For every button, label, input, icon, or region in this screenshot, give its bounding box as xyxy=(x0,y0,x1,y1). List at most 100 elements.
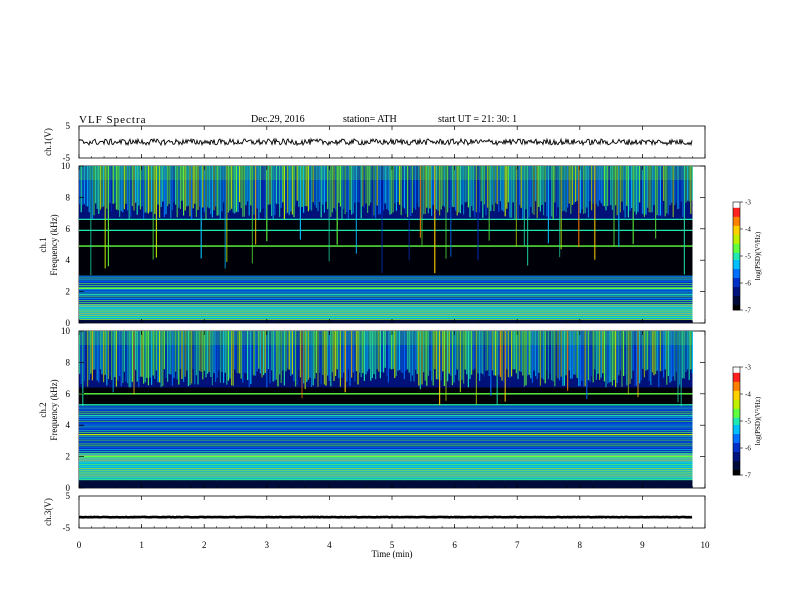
sferic-streak xyxy=(555,166,557,217)
sferic-streak xyxy=(391,166,393,214)
sferic-streak xyxy=(139,166,141,210)
sferic-streak xyxy=(511,166,513,218)
spectrogram-row xyxy=(79,300,693,302)
sferic-streak xyxy=(464,166,466,203)
x-tick-label: 0 xyxy=(77,540,82,550)
sferic-streak xyxy=(578,166,580,248)
sferic-streak xyxy=(455,166,457,211)
sferic-streak xyxy=(349,331,351,386)
sferic-streak xyxy=(146,166,148,213)
sferic-streak xyxy=(168,331,170,374)
sferic-streak xyxy=(311,166,313,211)
colorbar-tick-label: -3 xyxy=(745,199,751,207)
spectrogram-row xyxy=(79,315,693,317)
sferic-streak xyxy=(367,331,369,372)
colorbar-cell xyxy=(733,292,740,295)
colorbar-cell xyxy=(733,444,740,447)
sferic-streak xyxy=(283,166,285,219)
sferic-streak xyxy=(194,331,196,385)
colorbar-cell xyxy=(733,220,740,223)
colorbar-cell xyxy=(733,385,740,388)
sferic-streak xyxy=(256,331,258,372)
sferic-streak xyxy=(602,331,604,374)
sferic-streak xyxy=(351,331,353,378)
colorbar-cell xyxy=(733,377,740,380)
sferic-streak xyxy=(538,166,540,208)
sferic-streak xyxy=(690,331,692,370)
sferic-streak xyxy=(298,166,300,207)
sferic-streak xyxy=(675,166,677,203)
sferic-streak xyxy=(234,166,236,214)
sferic-streak xyxy=(315,166,317,208)
sferic-streak xyxy=(285,166,287,214)
colorbar-cell xyxy=(733,440,740,443)
sferic-streak xyxy=(290,166,292,212)
colorbar-cell xyxy=(733,275,740,278)
sferic-streak xyxy=(431,331,433,381)
sferic-streak xyxy=(187,331,189,387)
sferic-streak xyxy=(159,331,161,383)
sferic-streak xyxy=(299,166,301,240)
sferic-streak xyxy=(261,166,263,210)
sferic-streak xyxy=(314,166,316,206)
spectrogram-row xyxy=(79,428,693,430)
sferic-streak xyxy=(656,331,658,371)
sferic-streak xyxy=(202,166,204,208)
sferic-streak xyxy=(243,166,245,217)
waveform-path xyxy=(78,137,693,147)
sferic-streak xyxy=(296,331,298,385)
sferic-streak xyxy=(466,166,468,202)
sferic-streak xyxy=(445,331,447,401)
sferic-streak xyxy=(458,166,460,213)
sferic-streak xyxy=(517,331,519,379)
sferic-streak xyxy=(531,166,533,214)
sferic-streak xyxy=(541,166,543,205)
sferic-streak xyxy=(623,166,625,211)
sferic-streak xyxy=(255,331,257,376)
colorbar-cell xyxy=(733,410,740,413)
sferic-streak xyxy=(421,166,423,246)
sferic-streak xyxy=(530,166,532,208)
sferic-streak xyxy=(301,166,303,207)
sferic-streak xyxy=(651,331,653,373)
colorbar-cell xyxy=(733,395,740,398)
date-label: Dec.29, 2016 xyxy=(251,114,305,125)
ch2-spectrogram xyxy=(79,331,693,488)
sferic-streak xyxy=(472,166,474,211)
sferic-streak xyxy=(136,166,138,215)
sferic-streak xyxy=(322,331,324,375)
sferic-streak xyxy=(283,331,285,386)
y-tick-label: 5 xyxy=(66,491,71,501)
sferic-streak xyxy=(165,331,167,378)
sferic-streak xyxy=(395,331,397,377)
colorbar-cell xyxy=(733,245,740,248)
sferic-streak xyxy=(307,166,309,212)
sferic-streak xyxy=(619,166,621,213)
sferic-streak xyxy=(504,331,506,402)
sferic-streak xyxy=(605,166,607,211)
sferic-streak xyxy=(685,166,687,203)
spectrogram-row xyxy=(79,296,693,298)
sferic-streak xyxy=(629,331,631,384)
sferic-streak xyxy=(307,331,309,380)
sferic-streak xyxy=(251,166,253,264)
sferic-streak xyxy=(522,331,524,376)
sferic-streak xyxy=(543,166,545,216)
sferic-streak xyxy=(359,166,361,203)
sferic-streak xyxy=(90,166,92,276)
sferic-streak xyxy=(680,166,682,202)
x-tick-label: 1 xyxy=(139,540,144,550)
sferic-streak xyxy=(493,331,495,376)
sferic-streak xyxy=(135,331,137,370)
colorbar-cell xyxy=(733,297,740,300)
colorbar-cell xyxy=(733,243,740,246)
spectrogram-band xyxy=(79,387,693,407)
sferic-streak xyxy=(171,331,173,386)
spectrogram-row xyxy=(79,418,693,420)
sferic-streak xyxy=(232,331,234,386)
sferic-streak xyxy=(661,166,663,218)
sferic-streak xyxy=(111,331,113,381)
sferic-streak xyxy=(112,166,114,204)
sferic-streak xyxy=(107,331,109,380)
colorbar-cell xyxy=(733,439,740,442)
